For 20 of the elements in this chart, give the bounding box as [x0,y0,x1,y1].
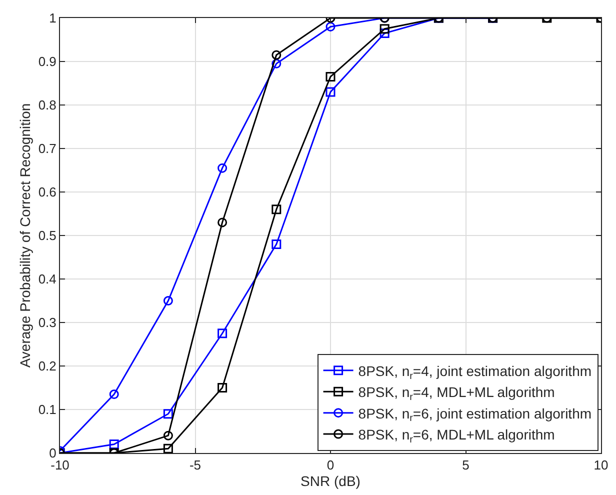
y-tick-label: 0.1 [38,402,56,418]
y-tick-label: 1 [49,10,56,26]
legend-label: 8PSK, n$_{r}$=6, joint estimation algorithm [358,405,592,424]
legend-label: 8PSK, n$_{r}$=4, MDL+ML algorithm [358,384,555,404]
x-tick-label: 5 [462,458,470,473]
x-axis-title: SNR (dB) [300,472,360,489]
y-axis-title: Average Probability of Correct Recognition [16,103,33,368]
y-tick-label: 0.2 [38,358,56,374]
y-tick-label: 0.4 [38,272,56,287]
legend-label: 8PSK, n$_{r}$=6, MDL+ML algorithm [358,426,555,446]
y-tick-label: 0.5 [38,228,56,244]
y-tick-label: 0.6 [38,184,56,200]
y-tick-label: 0.3 [38,315,56,330]
y-tick-label: 0.8 [38,98,56,113]
x-tick-label: 0 [326,458,334,473]
x-tick-label: 10 [594,458,608,473]
y-tick-label: 0.7 [38,141,56,156]
x-tick-label: -5 [189,458,202,473]
y-tick-label: 0.9 [38,54,56,70]
legend-label: 8PSK, n$_{r}$=4, joint estimation algorithm [358,362,592,382]
